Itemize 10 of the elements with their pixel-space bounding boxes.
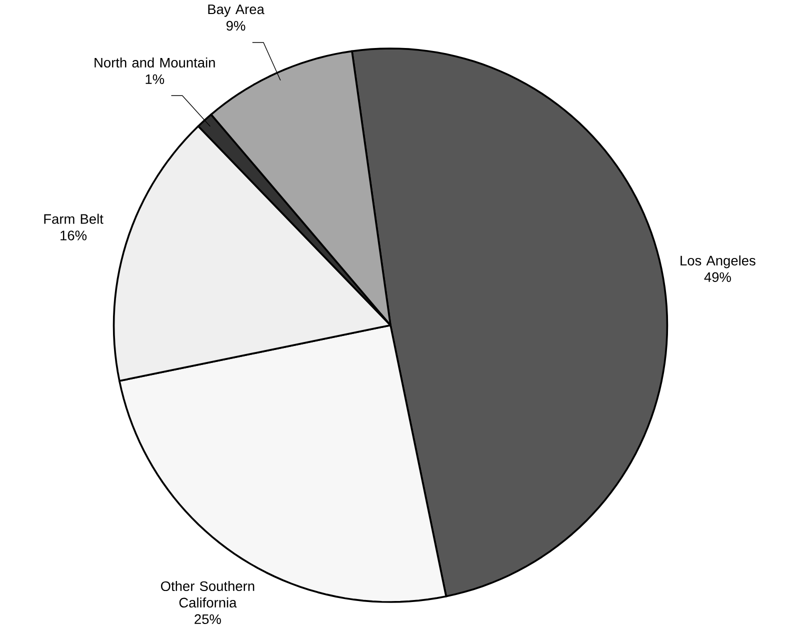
data-label: 25%	[194, 614, 221, 624]
slice-label: Bay Area	[208, 4, 264, 18]
data-label: 9%	[226, 21, 246, 31]
data-label: 1%	[146, 74, 164, 84]
slice-label: Los Angeles	[680, 256, 756, 268]
slice-label: Farm Belt	[44, 214, 104, 224]
slice-label: North and Mountain	[94, 58, 215, 68]
slice-label: Other Southern California	[160, 581, 254, 608]
data-label: 49%	[704, 272, 731, 282]
data-label: 16%	[60, 230, 87, 241]
